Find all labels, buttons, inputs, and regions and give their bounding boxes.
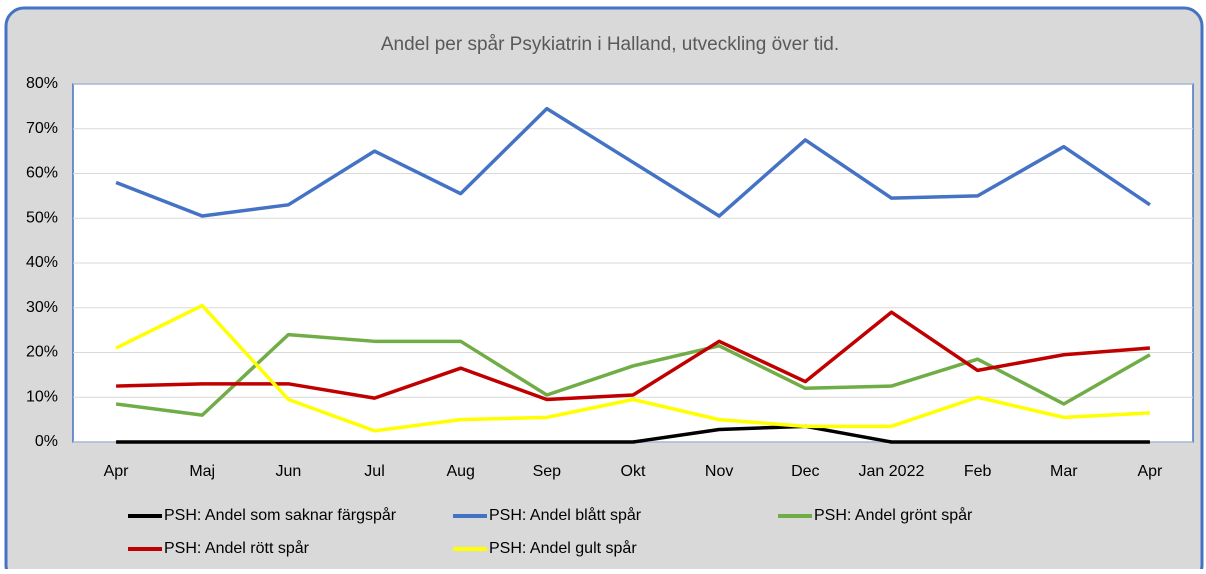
- series-line: [115, 106, 1151, 218]
- x-tick-label: Okt: [621, 463, 646, 480]
- x-tick-label: Feb: [964, 463, 992, 480]
- y-tick-label: 40%: [26, 254, 58, 271]
- y-tick-label: 20%: [26, 344, 58, 361]
- legend-label: PSH: Andel som saknar färgspår: [164, 506, 397, 524]
- x-tick-label: Nov: [705, 463, 733, 480]
- series-line: [116, 310, 1151, 402]
- legend-label: PSH: Andel grönt spår: [814, 506, 973, 524]
- x-tick-label: Jun: [275, 463, 301, 480]
- y-tick-label: 80%: [26, 75, 58, 92]
- legend-label: PSH: Andel rött spår: [164, 539, 310, 557]
- legend-label: PSH: Andel blått spår: [489, 506, 642, 524]
- legend-label: PSH: Andel gult spår: [489, 539, 637, 557]
- x-tick-label: Aug: [446, 463, 474, 480]
- series-line: [116, 424, 1150, 444]
- x-tick-label: Apr: [1137, 463, 1163, 480]
- x-tick-label: Dec: [791, 463, 819, 480]
- x-tick-label: Maj: [189, 463, 215, 480]
- chart-title: Andel per spår Psykiatrin i Halland, utv…: [381, 34, 839, 55]
- series-line: [115, 303, 1151, 433]
- x-tick-label: Apr: [104, 463, 130, 480]
- y-tick-label: 0%: [35, 433, 58, 450]
- series-line: [115, 332, 1151, 417]
- x-tick-label: Jul: [364, 463, 384, 480]
- y-tick-label: 30%: [26, 299, 58, 316]
- y-tick-label: 60%: [26, 165, 58, 182]
- x-tick-label: Sep: [533, 463, 562, 480]
- y-tick-label: 70%: [26, 120, 58, 137]
- y-tick-label: 10%: [26, 388, 58, 405]
- x-tick-label: Jan 2022: [859, 463, 925, 480]
- y-tick-label: 50%: [26, 209, 58, 226]
- x-tick-label: Mar: [1050, 463, 1078, 480]
